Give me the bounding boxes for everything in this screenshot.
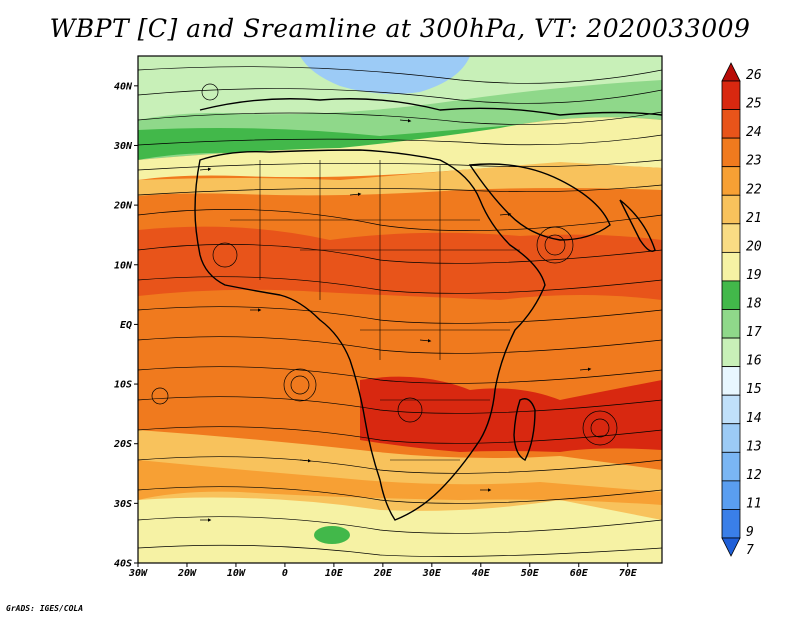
lat-tick-label: 30S	[113, 499, 132, 510]
wbpt-band-south-deep	[360, 376, 662, 452]
grads-credit: GrADS: IGES/COLA	[6, 604, 84, 613]
latitude-axis: 40N 30N 20N 10N EQ 10S 20S 30S 40S	[113, 81, 138, 570]
colorbar-label: 12	[746, 468, 762, 483]
lon-tick-label: 30W	[128, 568, 148, 579]
lat-tick-label: 40S	[114, 559, 132, 570]
colorbar-label: 21	[746, 211, 762, 226]
lon-tick-label: 70E	[619, 568, 638, 579]
colorbar-label: 9	[746, 525, 754, 540]
colorbar-swatch	[721, 337, 741, 368]
colorbar-swatch	[721, 223, 741, 253]
colorbar-swatch	[721, 451, 741, 482]
india-coastline	[619, 199, 656, 252]
wbpt-band-south-yellow	[138, 497, 662, 563]
colorbar-label: 15	[746, 382, 762, 397]
lon-tick-label: 10W	[227, 568, 246, 579]
colorbar-label: 18	[746, 297, 762, 312]
colorbar-label: 7	[746, 543, 754, 558]
lon-tick-label: 20E	[373, 568, 393, 579]
map-title: WBPT [C] and Sreamline at 300hPa, VT: 20…	[49, 14, 751, 43]
coastlines	[194, 98, 662, 521]
colorbar-swatch	[721, 80, 741, 110]
map-plot-area	[138, 56, 662, 563]
colorbar-label: 20	[746, 239, 762, 254]
colorbar-label: 17	[746, 325, 762, 340]
colorbar-bottom-triangle	[721, 537, 741, 557]
lon-tick-label: 0	[282, 568, 288, 579]
wbpt-band-north-blue	[300, 56, 470, 94]
wbpt-patch-green	[314, 526, 350, 544]
africa-coastline	[194, 149, 546, 521]
colorbar-label: 13	[746, 439, 762, 454]
colorbar-swatch	[721, 366, 741, 396]
lat-tick-label: 20S	[113, 439, 132, 450]
colorbar-swatch	[721, 423, 741, 453]
lat-tick-label: 10S	[114, 380, 132, 391]
lon-tick-label: 40E	[472, 568, 491, 579]
wbpt-band-south-orange	[138, 460, 662, 505]
lat-tick-label: 20N	[113, 201, 133, 212]
colorbar-label: 11	[746, 496, 762, 511]
madagascar-coastline	[513, 398, 536, 461]
europe-coastline	[199, 98, 662, 116]
lat-tick-label: 40N	[114, 81, 133, 92]
lon-tick-label: 60E	[570, 568, 589, 579]
colorbar-label: 22	[746, 182, 762, 197]
lat-tick-label: 10N	[114, 260, 133, 271]
colorbar-swatch	[721, 194, 741, 225]
colorbar-label: 14	[746, 411, 762, 426]
colorbar-swatch	[721, 137, 741, 168]
lon-tick-label: 20W	[177, 568, 197, 579]
lon-tick-label: 50E	[521, 568, 540, 579]
colorbar: 26 25 24 23 22 21 20 19 18 17 16 15 14 13 12 11 9 7	[721, 62, 762, 558]
lon-tick-label: 10E	[325, 568, 344, 579]
wbpt-band-tropics-deep	[138, 226, 662, 300]
country-borders	[230, 160, 520, 461]
arabia-coastline	[468, 163, 611, 241]
colorbar-swatch	[721, 394, 741, 425]
colorbar-swatch	[721, 280, 741, 310]
longitude-axis: 30W 20W 10W 0 10E 20E 30E 40E 50E 60E 70E	[128, 563, 638, 579]
colorbar-label: 16	[746, 354, 762, 369]
map-frame-border	[137, 55, 663, 564]
colorbar-swatch	[721, 109, 741, 139]
colorbar-swatch	[721, 251, 741, 282]
lat-tick-label: EQ	[120, 320, 132, 331]
colorbar-label: 24	[746, 125, 762, 140]
colorbar-label: 23	[746, 154, 762, 169]
lat-tick-label: 30N	[113, 141, 133, 152]
colorbar-swatch	[721, 309, 741, 339]
streamline-arrows	[199, 119, 592, 522]
lon-tick-label: 30E	[422, 568, 442, 579]
colorbar-top-triangle	[721, 62, 741, 82]
colorbar-swatch	[721, 166, 741, 196]
colorbar-label: 25	[746, 97, 762, 112]
colorbar-swatch	[721, 509, 741, 539]
colorbar-label: 26	[746, 68, 762, 83]
wbpt-band-north-gold	[138, 162, 662, 196]
colorbar-swatch	[721, 480, 741, 510]
colorbar-label: 19	[746, 268, 762, 283]
